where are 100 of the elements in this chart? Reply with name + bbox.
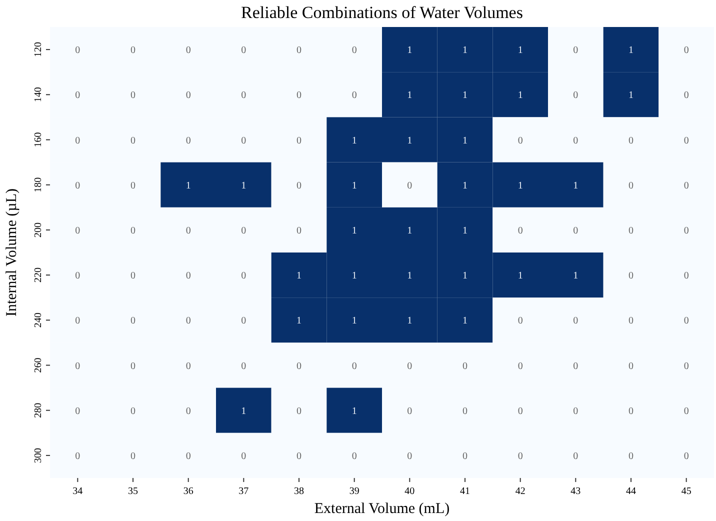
data-label: 0 [573,225,578,236]
data-label: 0 [296,135,302,146]
data-label: 1 [407,316,412,327]
data-label: 1 [462,225,468,236]
data-label: 0 [296,225,302,236]
data-label: 0 [241,360,246,372]
data-label: 0 [628,316,634,327]
data-label: 1 [352,316,357,327]
data-label: 0 [407,360,412,372]
x-tick-label: 35 [128,486,138,497]
data-label: 0 [75,180,80,192]
data-label: 0 [684,316,689,327]
data-label: 1 [352,180,357,192]
data-label: 0 [628,406,634,417]
data-label: 0 [352,360,357,372]
data-label: 0 [628,225,634,236]
data-label: 1 [352,270,357,282]
x-tick-label: 36 [183,486,194,497]
data-label: 0 [573,316,578,327]
data-label: 0 [186,450,191,462]
data-label: 0 [407,450,412,462]
data-label: 0 [518,450,523,462]
data-label: 0 [462,406,468,417]
data-label: 0 [628,135,634,146]
data-label: 0 [684,270,689,282]
data-label: 0 [296,360,302,372]
data-label: 1 [241,406,246,417]
data-label: 1 [407,135,412,146]
data-label: 0 [130,180,136,192]
data-label: 0 [75,90,80,102]
y-tick-label: 180 [33,177,44,192]
data-label: 1 [628,45,634,56]
data-label: 0 [518,225,523,236]
data-label: 0 [186,316,191,327]
data-label: 0 [75,450,80,462]
data-label: 1 [462,90,468,102]
data-label: 0 [628,360,634,372]
data-label: 1 [407,90,412,102]
data-label: 0 [684,360,689,372]
data-label: 0 [684,406,689,417]
data-label: 0 [296,406,302,417]
data-label: 0 [518,360,523,372]
x-tick-label: 34 [72,486,83,497]
x-tick-label: 37 [238,486,249,497]
data-label: 0 [573,135,578,146]
data-label: 1 [518,90,523,102]
data-label: 0 [130,450,136,462]
data-label: 0 [462,450,468,462]
x-tick-label: 41 [460,486,470,497]
data-label: 1 [573,270,578,282]
x-tick-label: 40 [404,486,415,497]
data-label: 0 [186,406,191,417]
data-label: 1 [518,270,523,282]
y-tick-label: 260 [33,358,44,373]
data-label: 1 [352,135,357,146]
data-label: 0 [407,406,412,417]
y-axis-title: Internal Volume (µL) [4,188,20,317]
data-label: 0 [241,270,246,282]
data-label: 0 [407,180,412,192]
y-tick-label: 240 [33,312,44,328]
data-label: 0 [241,90,246,102]
data-label: 1 [407,225,412,236]
data-label: 0 [130,225,136,236]
data-label: 0 [75,316,80,327]
data-label: 0 [186,270,191,282]
data-label: 0 [518,316,523,327]
data-label: 0 [352,45,357,56]
data-label: 0 [130,406,136,417]
x-axis-title: External Volume (mL) [314,501,450,517]
data-label: 0 [75,45,80,56]
x-tick-label: 38 [294,486,304,497]
data-label: 0 [573,406,578,417]
data-label: 0 [75,135,80,146]
data-label: 0 [241,135,246,146]
data-label: 0 [296,450,302,462]
data-label: 0 [628,450,634,462]
y-tick-label: 220 [33,268,44,283]
data-label: 0 [130,360,136,372]
y-tick-label: 200 [33,222,44,238]
data-label: 0 [684,180,689,192]
data-label: 0 [573,450,578,462]
data-label: 0 [352,90,357,102]
data-label: 0 [75,360,80,372]
data-label: 0 [684,225,689,236]
y-tick-label: 300 [33,448,44,463]
x-tick-label: 43 [570,486,581,497]
data-label: 0 [296,180,302,192]
data-label: 0 [628,180,634,192]
y-tick-label: 280 [33,402,44,418]
y-tick-label: 160 [33,132,44,148]
data-label: 0 [130,45,136,56]
data-label: 1 [628,90,634,102]
data-label: 1 [241,180,246,192]
data-label: 1 [407,45,412,56]
data-label: 0 [684,45,689,56]
data-label: 0 [186,225,191,236]
data-label: 1 [462,316,468,327]
data-label: 1 [518,180,523,192]
data-label: 1 [462,135,468,146]
data-label: 1 [296,316,302,327]
